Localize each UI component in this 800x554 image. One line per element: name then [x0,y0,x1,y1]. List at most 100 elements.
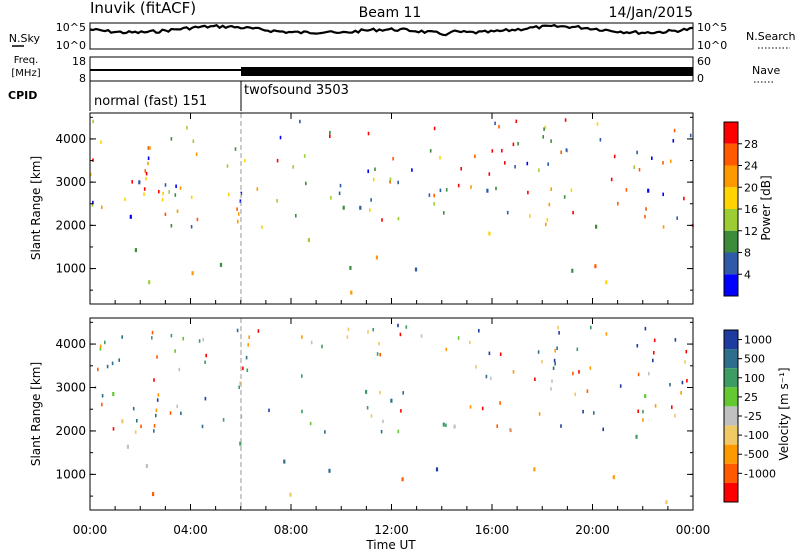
heatmap-cell [565,148,568,152]
heatmap-cell [509,428,511,432]
heatmap-cell [178,367,181,372]
heatmap-cell [256,187,259,191]
heatmap-cell [168,190,170,194]
colorbar-segment [724,330,738,350]
nsky-panel: N.Sky 10^5 10^0 10^5 10^0 N.Search [9,21,796,52]
heatmap-cell [182,336,184,341]
heatmap-cell [121,335,123,339]
heatmap-cell [439,188,442,193]
heatmap-cell [136,419,138,423]
heatmap-cell [537,350,540,354]
beam-title: Beam 11 [359,5,422,21]
heatmap-cell [574,392,576,397]
heatmap-cell [645,207,647,211]
heatmap-cell [289,492,292,497]
heatmap-cell [180,411,182,416]
heatmap-cell [143,187,146,191]
heatmap-cell [101,394,104,398]
heatmap-cell [138,180,141,185]
heatmap-cell [237,212,240,216]
heatmap-cell [420,334,423,338]
colorbar-segment [724,122,738,144]
heatmap-cell [170,224,173,228]
heatmap-cell [330,196,332,200]
heatmap-cell [652,358,654,363]
heatmap-cell [379,390,381,395]
heatmap-cell [544,125,547,129]
heatmap-cell [504,161,506,165]
heatmap-cell [553,358,556,363]
heatmap-cell [558,331,560,335]
heatmap-cell [586,389,589,393]
heatmap-cell [239,199,242,203]
heatmap-cell [439,156,441,160]
heatmap-cell [648,371,650,376]
colorbar-tick-label: 12 [744,225,758,238]
heatmap-cell [329,134,331,138]
colorbar-segment [724,406,738,426]
heatmap-cell [570,188,573,192]
heatmap-cell [445,423,447,427]
heatmap-cell [613,154,616,159]
heatmap-cell [367,169,369,173]
colorbar-tick-label: 8 [744,247,751,260]
freq-tick-top: 18 [72,55,86,68]
heatmap-cell [145,171,148,176]
heatmap-cell [397,429,400,434]
heatmap-cell [148,280,151,285]
y-tick-label: 3000 [55,381,86,395]
heatmap-cell [299,119,301,124]
heatmap-cell [665,500,668,505]
heatmap-cell [496,424,498,428]
nsearch-label: N.Search [746,30,796,43]
heatmap-cell [129,214,132,219]
cpid-label: CPID [8,89,37,102]
heatmap-cell [548,202,551,207]
heatmap-cell [261,225,263,229]
nave-tick-bottom: 0 [697,72,704,85]
y-tick-label: 4000 [55,132,86,146]
velocity-y-axis: 1000 2000 3000 4000 [55,321,693,497]
heatmap-cell [132,406,135,411]
heatmap-cell [389,177,392,181]
heatmap-cell [488,172,491,176]
heatmap-cell [301,374,303,378]
heatmap-cell [350,290,353,295]
heatmap-cell [124,197,126,202]
colorbar-segment [724,368,738,388]
heatmap-cell [572,371,574,376]
colorbar-segment [724,187,738,210]
heatmap-cell [662,161,664,165]
heatmap-cell [676,216,678,220]
colorbar-tick-label: 25 [744,391,758,404]
heatmap-cell [572,210,574,215]
heatmap-cell [470,185,472,189]
heatmap-cell [205,353,207,358]
heatmap-cell [429,149,432,153]
heatmap-cell [653,351,655,355]
heatmap-cell [370,414,373,418]
heatmap-cell [653,338,656,343]
heatmap-cell [121,419,124,424]
heatmap-cell [147,156,150,160]
x-axis-label: Time UT [365,538,416,552]
heatmap-cell [486,188,489,193]
heatmap-cell [342,205,345,210]
heatmap-cell [303,154,306,158]
heatmap-cell [433,202,435,206]
heatmap-cell [490,376,492,381]
heatmap-cell [527,190,529,195]
heatmap-cell [164,212,167,217]
heatmap-cell [279,135,282,140]
x-tick-label: 00:00 [73,523,108,537]
heatmap-cell [204,360,206,364]
heatmap-cell [131,180,133,184]
heatmap-cell [578,370,580,374]
heatmap-cell [204,396,207,401]
heatmap-cell [445,347,448,352]
nave-tick-top: 60 [697,55,711,68]
velocity-panel: 1000 2000 3000 4000 Slant Range [km] 1000 50… [29,317,791,511]
heatmap-cell [543,127,545,131]
heatmap-cell [380,429,383,434]
colorbar-segment [724,425,738,445]
